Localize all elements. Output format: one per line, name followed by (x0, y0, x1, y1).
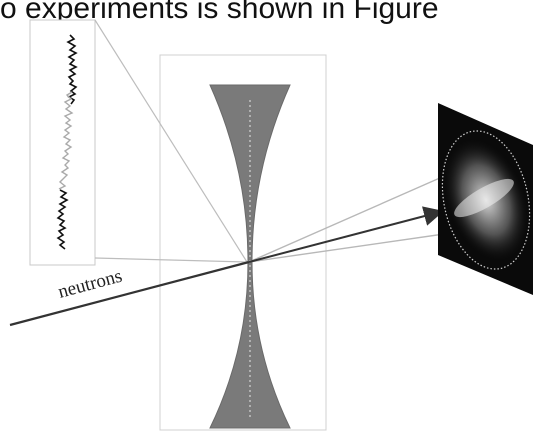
incoming-neutron-beam (9, 260, 250, 327)
profile-trace-light-middle (58, 91, 74, 190)
scattered-beam-light-upper (248, 169, 459, 263)
zoom-line-bottom (94, 257, 248, 263)
scattering-ring (441, 130, 531, 270)
scattering-core-streak (454, 178, 514, 218)
profile-trace-dark-bottom (56, 189, 69, 250)
profile-trace-dark-top (66, 34, 78, 105)
zoom-line-top (94, 19, 248, 263)
profile-inset-panel (29, 19, 96, 266)
scattered-beam-main (248, 206, 444, 263)
scattered-beam-light-lower (248, 231, 459, 263)
